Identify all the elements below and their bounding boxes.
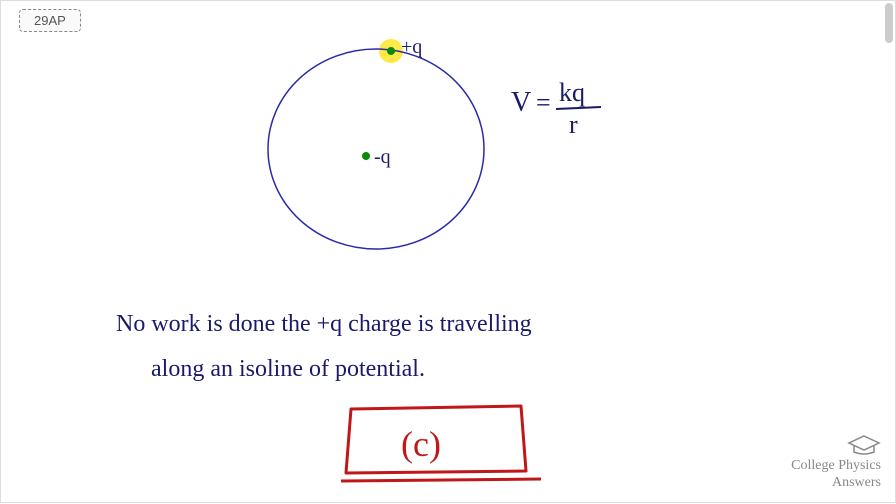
svg-text:kq: kq [559,78,585,107]
answer-box: (c) [341,406,541,481]
scrollbar-thumb[interactable] [885,3,893,43]
brand-line-2: Answers [791,475,881,492]
graduation-cap-icon [847,434,881,456]
brand-line-1: College Physics [791,458,881,475]
svg-text:V: V [511,87,531,118]
brand-logo: College Physics Answers [791,434,881,492]
center-charge-label: -q [374,146,391,168]
center-charge-dot [362,152,370,160]
whiteboard-canvas: -q +q V = kq r No work is done the +q ch… [1,1,896,504]
potential-equation: V = kq r [511,78,601,139]
answer-text: (c) [401,424,441,464]
outer-charge-dot [387,47,395,55]
outer-charge-label: +q [401,36,422,58]
svg-text:r: r [569,110,578,139]
explanation-line-1: No work is done the +q charge is travell… [116,311,532,337]
explanation-line-2: along an isoline of potential. [151,356,425,382]
svg-text:=: = [536,88,551,117]
